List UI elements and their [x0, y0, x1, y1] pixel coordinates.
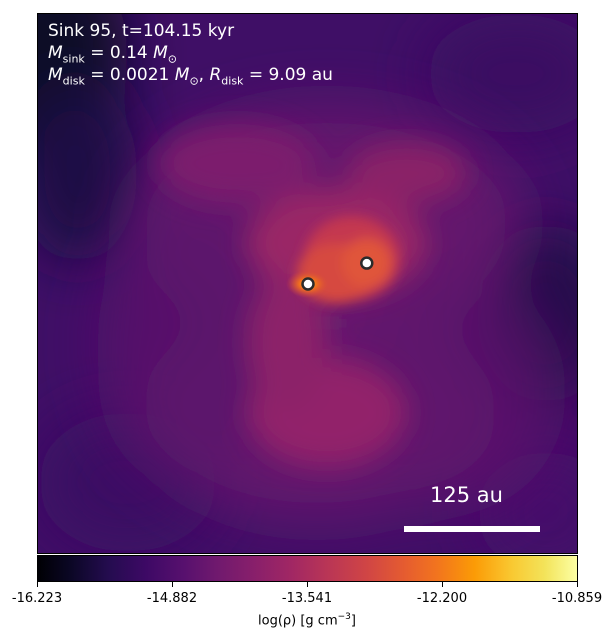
sink-markers: [301, 256, 374, 291]
colorbar-tick: [442, 582, 443, 587]
density-map: Sink 95, t=104.15 kyr Msink = 0.14 M⊙ Md…: [37, 13, 578, 554]
colorbar-tick-label: -13.541: [281, 591, 333, 606]
sink-mass-label: Msink = 0.14 M⊙: [48, 43, 178, 66]
colorbar-tick-label: -10.859: [551, 591, 603, 606]
colorbar-tick-label: -14.882: [146, 591, 198, 606]
disk-properties-label: Mdisk = 0.0021 M⊙, Rdisk = 9.09 au: [48, 65, 333, 88]
sink-95-marker: [301, 277, 315, 291]
companion-sink-marker: [360, 256, 374, 270]
colorbar-tick-label: -16.223: [11, 591, 63, 606]
colorbar-label: log(ρ) [g cm−3]: [258, 612, 356, 629]
colorbar-tick: [37, 582, 38, 587]
colorbar-tick: [172, 582, 173, 587]
sink-info-label: Sink 95, t=104.15 kyr: [48, 21, 235, 41]
colorbar-tick-label: -12.200: [416, 591, 468, 606]
scale-bar: [404, 526, 540, 532]
colorbar-tick: [307, 582, 308, 587]
colorbar: [37, 555, 578, 582]
colorbar-tick: [577, 582, 578, 587]
scale-bar-label: 125 au: [430, 483, 503, 507]
